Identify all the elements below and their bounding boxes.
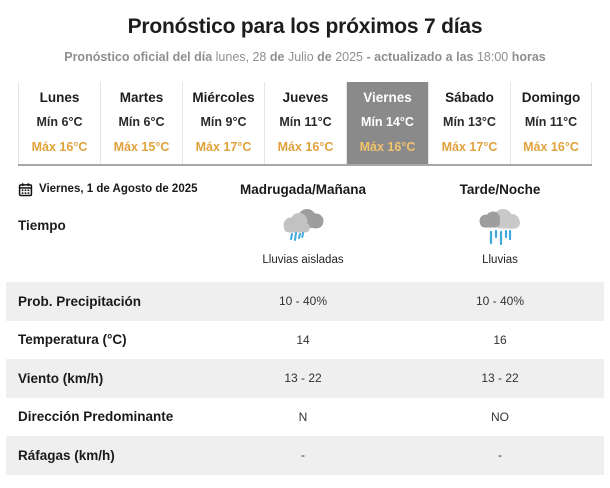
day-min-temp: Mín 11°C (279, 115, 332, 129)
day-cell-jueves[interactable]: Jueves Mín 11°C Máx 16°C (264, 82, 346, 164)
day-max-temp: Máx 16°C (31, 140, 88, 154)
day-min-temp: Mín 14°C (361, 115, 414, 129)
stat-row-precipitacion: Prob. Precipitación 10 - 40% 10 - 40% (6, 282, 604, 321)
stat-row-direccion: Dirección Predominante N NO (6, 398, 604, 437)
stat-label: Temperatura (°C) (18, 332, 127, 348)
day-cell-lunes[interactable]: Lunes Mín 6°C Máx 16°C (18, 82, 100, 164)
day-cell-sabado[interactable]: Sábado Mín 13°C Máx 17°C (428, 82, 510, 164)
date-header-row: Viernes, 1 de Agosto de 2025 Madrugada/M… (6, 176, 604, 202)
weather-row: Tiempo (6, 202, 604, 282)
day-max-temp: Máx 17°C (195, 140, 252, 154)
day-min-temp: Mín 6°C (36, 115, 83, 129)
day-max-temp: Máx 15°C (113, 140, 170, 154)
weather-caption-madrugada: Lluvias aisladas (262, 254, 344, 266)
day-min-temp: Mín 6°C (118, 115, 165, 129)
stat-row-rafagas: Ráfagas (km/h) - - (6, 436, 604, 475)
stat-label: Prob. Precipitación (18, 293, 142, 309)
day-min-temp: Mín 11°C (524, 115, 578, 129)
rain-cloud-icon (473, 209, 527, 252)
day-max-temp: Máx 16°C (359, 140, 416, 154)
stat-value-tarde: - (498, 448, 502, 463)
day-min-temp: Mín 13°C (443, 115, 496, 129)
day-name: Lunes (39, 90, 80, 105)
day-cell-miercoles[interactable]: Miércoles Mín 9°C Máx 17°C (182, 82, 264, 164)
weather-cell-madrugada: Lluvias aisladas (208, 202, 398, 266)
stat-row-viento: Viento (km/h) 13 - 22 13 - 22 (6, 359, 604, 398)
selected-date: Viernes, 1 de Agosto de 2025 (6, 182, 208, 197)
stat-label: Viento (km/h) (18, 370, 104, 386)
stat-row-temperatura: Temperatura (°C) 14 16 (6, 321, 604, 360)
day-name: Jueves (282, 90, 329, 105)
column-header-tarde: Tarde/Noche (459, 181, 541, 197)
column-header-madrugada: Madrugada/Mañana (239, 181, 367, 197)
stat-value-madrugada: N (298, 409, 308, 424)
day-name: Sábado (445, 90, 494, 105)
calendar-icon (18, 182, 33, 197)
weather-cell-tarde: Lluvias (398, 202, 602, 266)
date-label: Viernes, 1 de Agosto de 2025 (39, 183, 198, 195)
stat-value-tarde: 16 (493, 332, 507, 347)
day-cell-viernes[interactable]: Viernes Mín 14°C Máx 16°C (346, 82, 428, 164)
day-cell-martes[interactable]: Martes Mín 6°C Máx 15°C (100, 82, 182, 164)
stat-label: Ráfagas (km/h) (18, 447, 115, 463)
day-min-temp: Mín 9°C (200, 115, 247, 129)
stat-value-tarde: NO (491, 409, 509, 424)
stat-value-madrugada: 10 - 40% (278, 294, 328, 309)
day-max-temp: Máx 16°C (277, 140, 334, 154)
weather-caption-tarde: Lluvias (482, 254, 518, 266)
stat-value-tarde: 13 - 22 (481, 371, 519, 386)
day-name: Viernes (363, 90, 412, 105)
stat-value-madrugada: 13 - 22 (284, 371, 322, 386)
week-strip: Lunes Mín 6°C Máx 16°C Martes Mín 6°C Má… (18, 82, 592, 166)
page-subtitle: Pronóstico oficial del día lunes, 28 de … (64, 50, 546, 64)
day-max-temp: Máx 17°C (441, 140, 498, 154)
day-name: Miércoles (192, 90, 255, 105)
day-name: Martes (119, 90, 164, 105)
stat-value-madrugada: 14 (296, 332, 310, 347)
stat-value-madrugada: - (301, 448, 305, 463)
day-cell-domingo[interactable]: Domingo Mín 11°C Máx 16°C (510, 82, 592, 164)
stat-label: Dirección Predominante (18, 409, 174, 425)
page-title: Pronóstico para los próximos 7 días (127, 15, 483, 38)
day-max-temp: Máx 16°C (523, 140, 579, 154)
day-name: Domingo (521, 90, 581, 105)
weather-row-label: Tiempo (18, 218, 66, 233)
rain-cloud-icon (276, 209, 330, 252)
stat-value-tarde: 10 - 40% (475, 294, 525, 309)
